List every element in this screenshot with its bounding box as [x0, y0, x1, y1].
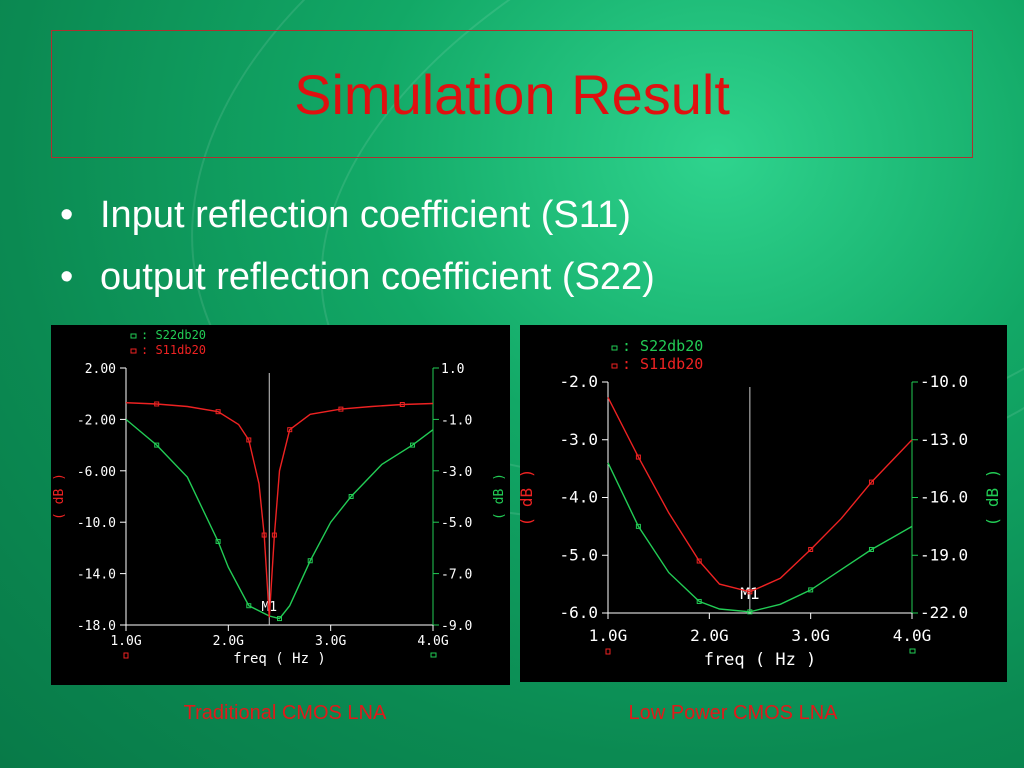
series-point-S11db20 — [696, 558, 702, 564]
legend-swatch — [611, 345, 618, 351]
bullet-list: • Input reflection coefficient (S11) • out… — [60, 188, 655, 312]
series-line-S11db20 — [607, 397, 913, 593]
bullet-item: • Input reflection coefficient (S11) — [60, 188, 655, 250]
bullet-item: • output reflection coefficient (S22) — [60, 250, 655, 312]
plot-low-power: -2.0 -3.0 -4.0 -5.0 -6.0 -10.0 -13.0 -16.0 -19.0… — [517, 325, 1007, 682]
y-right-tick-label: -9.0 — [441, 619, 472, 634]
legend-label: : S22db20 — [141, 328, 206, 342]
y-right-tick-label: -7.0 — [441, 568, 472, 583]
legend-swatch — [611, 363, 618, 369]
bullet-dot-icon: • — [60, 194, 74, 236]
y-right-tick-label: -13.0 — [920, 430, 968, 449]
x-tick-label: 4.0G — [893, 626, 932, 645]
series-point-S11db20 — [747, 589, 753, 595]
series-point-S11db20 — [154, 401, 160, 407]
y-left-tick-label: -6.00 — [77, 465, 116, 480]
series-line-S11db20 — [125, 402, 434, 618]
y-left-tick-label: -14.0 — [77, 568, 116, 583]
y-right-tick-label: -1.0 — [441, 413, 472, 428]
y-left-tick-label: -18.0 — [77, 619, 116, 634]
y-left-tick-label: -5.0 — [559, 545, 598, 564]
series-point-S22db20 — [348, 494, 354, 499]
x-tick-label: 2.0G — [213, 634, 244, 649]
y-right-tick-label: -10.0 — [920, 372, 968, 391]
y-left-tick-label: 2.00 — [85, 362, 116, 377]
x-axis-label: freq ( Hz ) — [704, 650, 817, 670]
series-point-S11db20 — [246, 437, 252, 443]
title-box: Simulation Result — [51, 30, 973, 158]
x-axis-left-symbol — [605, 648, 611, 655]
series-point-S11db20 — [215, 409, 221, 415]
series-line-S22db20 — [607, 462, 913, 613]
y-right-tick-label: -5.0 — [441, 516, 472, 531]
x-tick-label: 1.0G — [110, 634, 141, 649]
x-axis-left-symbol — [123, 652, 129, 659]
series-point-S11db20 — [261, 532, 267, 538]
y-right-tick-label: -19.0 — [920, 545, 968, 564]
y-right-tick-label: -16.0 — [920, 488, 968, 507]
y-right-axis-label: ( dB ) — [492, 473, 507, 520]
y-left-tick-label: -2.0 — [559, 372, 598, 391]
slide-title: Simulation Result — [294, 62, 730, 126]
series-point-S11db20 — [808, 546, 814, 552]
series-point-S22db20 — [215, 538, 221, 544]
chart-low-power-lna: -2.0 -3.0 -4.0 -5.0 -6.0 -10.0 -13.0 -16.0 -19.0… — [517, 337, 1002, 670]
legend-swatch — [130, 348, 137, 354]
series-line-S22db20 — [125, 418, 434, 620]
series-point-S22db20 — [635, 523, 641, 529]
x-axis-right-symbol — [909, 648, 916, 654]
y-right-axis-label: ( dB ) — [983, 469, 1002, 527]
series-point-S11db20 — [338, 406, 344, 412]
y-left-tick-label: -6.0 — [559, 603, 598, 622]
series-point-S11db20 — [868, 479, 874, 485]
legend-swatch — [130, 333, 137, 339]
legend-label: : S11db20 — [622, 355, 703, 373]
y-left-axis-label: ( dB ) — [520, 469, 536, 527]
y-right-tick-label: -3.0 — [441, 465, 472, 480]
series-point-S22db20 — [868, 546, 874, 552]
legend-label: : S22db20 — [622, 337, 703, 355]
series-point-S11db20 — [399, 401, 405, 407]
caption-low-power: Low Power CMOS LNA — [628, 702, 838, 724]
series-point-S11db20 — [271, 532, 277, 538]
x-axis-right-symbol — [430, 652, 437, 658]
series-point-S22db20 — [747, 609, 753, 615]
y-left-axis-label: ( dB ) — [52, 473, 67, 520]
x-tick-label: 2.0G — [690, 626, 729, 645]
y-right-tick-label: 1.0 — [441, 362, 464, 377]
x-tick-label: 1.0G — [589, 626, 628, 645]
bullet-text: output reflection coefficient (S22) — [100, 256, 655, 298]
series-point-S22db20 — [696, 598, 702, 604]
x-axis-label: freq ( Hz ) — [233, 651, 326, 667]
series-point-S11db20 — [287, 427, 293, 433]
series-point-S22db20 — [307, 558, 313, 564]
bullet-text: Input reflection coefficient (S11) — [100, 194, 631, 236]
chart-traditional-lna: 2.00 -2.00 -6.00 -10.0 -14.0 -18.0 1.0 -1.0 -3.0… — [52, 328, 507, 667]
series-point-S22db20 — [410, 442, 416, 448]
y-left-tick-label: -10.0 — [77, 516, 116, 531]
y-right-tick-label: -22.0 — [920, 603, 968, 622]
series-point-S22db20 — [277, 616, 282, 622]
y-left-tick-label: -3.0 — [559, 430, 598, 449]
bullet-dot-icon: • — [60, 256, 74, 298]
series-point-S22db20 — [154, 442, 160, 448]
series-point-S22db20 — [246, 603, 252, 609]
series-point-S22db20 — [808, 587, 814, 593]
legend-label: : S11db20 — [141, 343, 206, 357]
plot-traditional: 2.00 -2.00 -6.00 -10.0 -14.0 -18.0 1.0 -1.0 -3.0… — [51, 325, 510, 685]
y-left-tick-label: -4.0 — [559, 488, 598, 507]
caption-traditional: Traditional CMOS LNA — [183, 702, 387, 724]
x-tick-label: 4.0G — [417, 634, 448, 649]
y-left-tick-label: -2.00 — [77, 413, 116, 428]
series-point-S11db20 — [635, 454, 641, 460]
x-tick-label: 3.0G — [791, 626, 830, 645]
x-tick-label: 3.0G — [315, 634, 346, 649]
